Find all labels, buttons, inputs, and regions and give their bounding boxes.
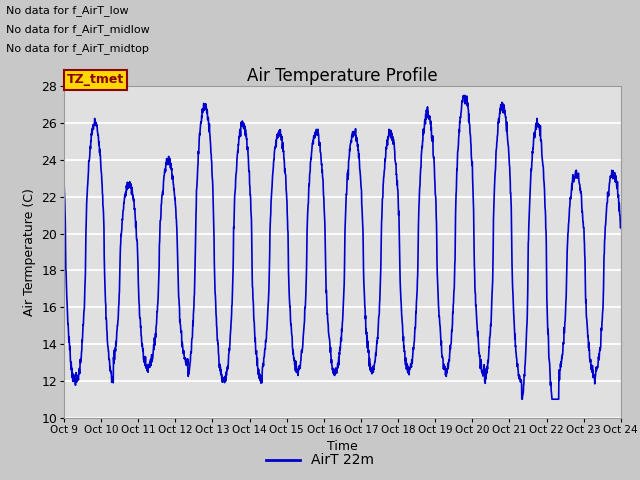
- Text: No data for f_AirT_midtop: No data for f_AirT_midtop: [6, 43, 149, 54]
- Title: Air Temperature Profile: Air Temperature Profile: [247, 67, 438, 85]
- Text: TZ_tmet: TZ_tmet: [67, 73, 124, 86]
- Text: No data for f_AirT_low: No data for f_AirT_low: [6, 5, 129, 16]
- Text: No data for f_AirT_midlow: No data for f_AirT_midlow: [6, 24, 150, 35]
- Y-axis label: Air Termperature (C): Air Termperature (C): [22, 188, 36, 316]
- X-axis label: Time: Time: [327, 440, 358, 453]
- Legend: AirT 22m: AirT 22m: [260, 448, 380, 473]
